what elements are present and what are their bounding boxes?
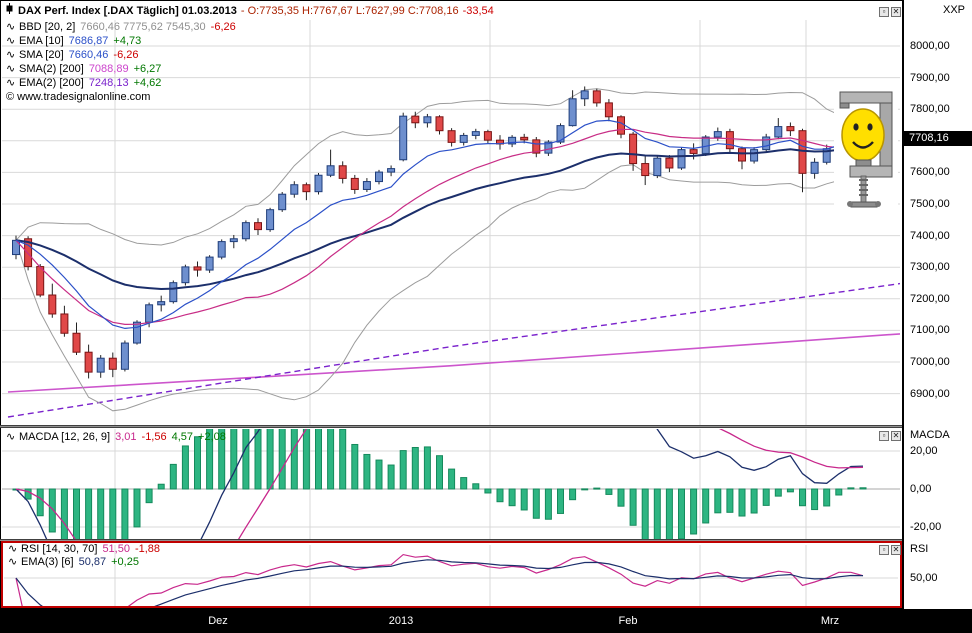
rsi-ema-change: +0,25 xyxy=(111,556,139,568)
price-axis-label: 7800,00 xyxy=(910,103,950,116)
main-price-plot xyxy=(2,20,900,425)
time-axis-label: Feb xyxy=(618,615,638,627)
wave-icon: ∿ xyxy=(6,63,16,75)
wave-icon: ∿ xyxy=(8,543,18,555)
rsi-change: -1,88 xyxy=(134,543,161,555)
time-axis-label: 2013 xyxy=(388,615,414,627)
wave-icon: ∿ xyxy=(6,21,16,33)
macd-panel-window-buttons: ▫ ✕ xyxy=(879,431,901,441)
indicator-name: SMA [20] xyxy=(19,49,64,61)
indicator-change: +4,62 xyxy=(133,77,162,89)
indicator-name: EMA [10] xyxy=(19,35,64,47)
price-axis-label: 7400,00 xyxy=(910,229,950,242)
time-axis[interactable]: Dez 2013 Feb Mrz xyxy=(0,609,972,633)
macd-axis-title: MACDA xyxy=(910,429,950,441)
wave-icon: ∿ xyxy=(6,431,16,443)
price-axis-label: 7900,00 xyxy=(910,71,950,84)
legend-item-sma200[interactable]: ∿ SMA(2) [200] 7088,89 +6,27 xyxy=(6,62,236,76)
indicator-change: -6,26 xyxy=(113,49,139,61)
legend-item-ema10[interactable]: ∿ EMA [10] 7686,87 +4,73 xyxy=(6,34,236,48)
indicator-name: BBD [20, 2] xyxy=(19,21,76,33)
indicator-values: 7660,46 7775,62 7545,30 xyxy=(80,21,206,33)
time-axis-label: Dez xyxy=(208,615,228,627)
close-icon[interactable]: ✕ xyxy=(891,545,901,555)
indicator-values: 7686,87 xyxy=(68,35,109,47)
indicator-name: RSI [14, 30, 70] xyxy=(21,543,98,555)
legend-item-bbd[interactable]: ∿ BBD [20, 2] 7660,46 7775,62 7545,30 -6,26 xyxy=(6,20,236,34)
rsi-ema-value: 50,87 xyxy=(78,556,107,568)
wave-icon: ∿ xyxy=(8,556,18,568)
macd-axis-label: 20,00 xyxy=(910,445,938,457)
rsi-legend[interactable]: ∿ RSI [14, 30, 70] 51,50 -1,88 ∿ EMA(3) [6] 5… xyxy=(8,543,160,569)
macd-axis-label: 0,00 xyxy=(910,483,932,495)
macd-legend[interactable]: ∿ MACDA [12, 26, 9] 3,01 -1,56 4,57 +2,08 xyxy=(6,430,226,443)
restore-icon[interactable]: ▫ xyxy=(879,431,889,441)
indicator-name: SMA(2) [200] xyxy=(19,63,84,75)
price-axis-label: 8000,00 xyxy=(910,40,950,52)
main-panel-window-buttons: ▫ ✕ xyxy=(879,7,901,17)
rsi-value: 51,50 xyxy=(102,543,130,555)
price-axis-label: 7200,00 xyxy=(910,292,950,305)
wave-icon: ∿ xyxy=(6,49,16,61)
rsi-axis-label: 50,00 xyxy=(910,572,938,584)
wave-icon: ∿ xyxy=(6,77,16,89)
instrument-icon xyxy=(5,3,14,17)
price-axis-label: 7100,00 xyxy=(910,324,950,337)
indicator-values: 7088,89 xyxy=(88,63,129,75)
restore-icon[interactable]: ▫ xyxy=(879,545,889,555)
indicator-values: 7248,13 xyxy=(88,77,129,89)
indicator-change: +4,73 xyxy=(113,35,142,47)
macd-signal-value: 4,57 xyxy=(171,431,194,443)
price-axis-label: 7600,00 xyxy=(910,166,950,179)
indicator-legend: ∿ BBD [20, 2] 7660,46 7775,62 7545,30 -6,26… xyxy=(6,20,236,104)
smiley-clamp-annotation xyxy=(834,86,898,212)
indicator-name: MACDA [12, 26, 9] xyxy=(19,431,111,443)
indicator-name: EMA(3) [6] xyxy=(21,556,74,568)
restore-icon[interactable]: ▫ xyxy=(879,7,889,17)
chart-title: DAX Perf. Index [.DAX Täglich] 01.03.201… xyxy=(18,5,237,17)
main-chart-panel[interactable] xyxy=(1,1,902,425)
time-axis-label: Mrz xyxy=(820,615,840,627)
price-axis-label: 7500,00 xyxy=(910,198,950,210)
chart-titlebar: DAX Perf. Index [.DAX Täglich] 01.03.201… xyxy=(5,3,494,17)
price-axis-label: 7000,00 xyxy=(910,356,950,368)
indicator-values: 7660,46 xyxy=(68,49,109,61)
chart-ohlc-values: - O:7735,35 H:7767,67 L:7627,99 C:7708,1… xyxy=(240,5,459,17)
copyright-notice: © www.tradesignalonline.com xyxy=(6,91,151,103)
rsi-panel-window-buttons: ▫ ✕ xyxy=(879,545,901,555)
wave-icon: ∿ xyxy=(6,35,16,47)
panel-divider[interactable] xyxy=(0,539,902,541)
rsi-plot xyxy=(4,545,898,606)
panel-divider[interactable] xyxy=(0,425,902,428)
close-icon[interactable]: ✕ xyxy=(891,7,901,17)
chart-change-value: -33,54 xyxy=(462,5,494,17)
indicator-change: +6,27 xyxy=(133,63,162,75)
rsi-panel-selected[interactable] xyxy=(1,541,902,608)
macd-plot xyxy=(2,429,900,539)
macd-signal-change: +2,08 xyxy=(198,431,226,443)
last-price-tag: 7708,16 xyxy=(904,131,972,147)
legend-item-sma20[interactable]: ∿ SMA [20] 7660,46 -6,26 xyxy=(6,48,236,62)
scale-label: XXP xyxy=(942,4,965,16)
price-axis-column[interactable]: XXP 8000,007900,007800,007700,007600,007… xyxy=(902,0,972,609)
macd-change: -1,56 xyxy=(141,431,167,443)
close-icon[interactable]: ✕ xyxy=(891,431,901,441)
indicator-name: EMA(2) [200] xyxy=(19,77,84,89)
price-axis-label: 6900,00 xyxy=(910,387,950,400)
macd-value: 3,01 xyxy=(115,431,137,443)
rsi-axis-title: RSI xyxy=(910,543,929,555)
legend-item-ema200[interactable]: ∿ EMA(2) [200] 7248,13 +4,62 xyxy=(6,76,236,90)
indicator-change: -6,26 xyxy=(210,21,236,33)
macd-axis-label: -20,00 xyxy=(910,521,942,533)
price-axis-label: 7300,00 xyxy=(910,261,950,274)
